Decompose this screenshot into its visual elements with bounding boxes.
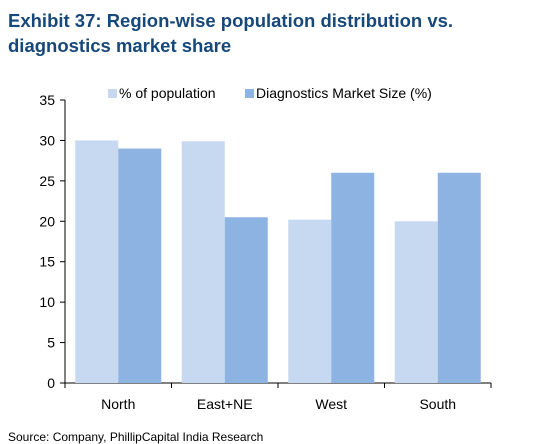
x-category-label: South xyxy=(419,396,456,412)
legend-swatch xyxy=(245,89,254,98)
y-tick-label: 15 xyxy=(39,254,55,270)
legend-swatch xyxy=(108,89,117,98)
y-tick-label: 30 xyxy=(39,132,55,148)
bar-population xyxy=(181,141,225,383)
bar-market-size xyxy=(437,172,481,383)
y-tick-label: 5 xyxy=(47,335,55,351)
legend-label: % of population xyxy=(119,85,216,101)
y-tick-label: 25 xyxy=(39,173,55,189)
x-category-label: East+NE xyxy=(197,396,253,412)
bar-market-size xyxy=(224,217,268,383)
chart-title: Exhibit 37: Region-wise population distr… xyxy=(8,10,454,56)
bar-population xyxy=(288,219,332,383)
bar-market-size xyxy=(331,172,375,383)
y-tick-label: 35 xyxy=(39,92,55,108)
bar-population xyxy=(394,221,438,383)
x-category-label: North xyxy=(101,396,135,412)
y-tick-label: 0 xyxy=(47,375,55,391)
source-note: Source: Company, PhillipCapital India Re… xyxy=(8,430,264,444)
legend-label: Diagnostics Market Size (%) xyxy=(256,85,432,101)
bar-market-size xyxy=(118,148,162,383)
y-tick-label: 10 xyxy=(39,294,55,310)
x-category-label: West xyxy=(315,396,347,412)
bar-population xyxy=(75,140,119,383)
y-tick-label: 20 xyxy=(39,213,55,229)
